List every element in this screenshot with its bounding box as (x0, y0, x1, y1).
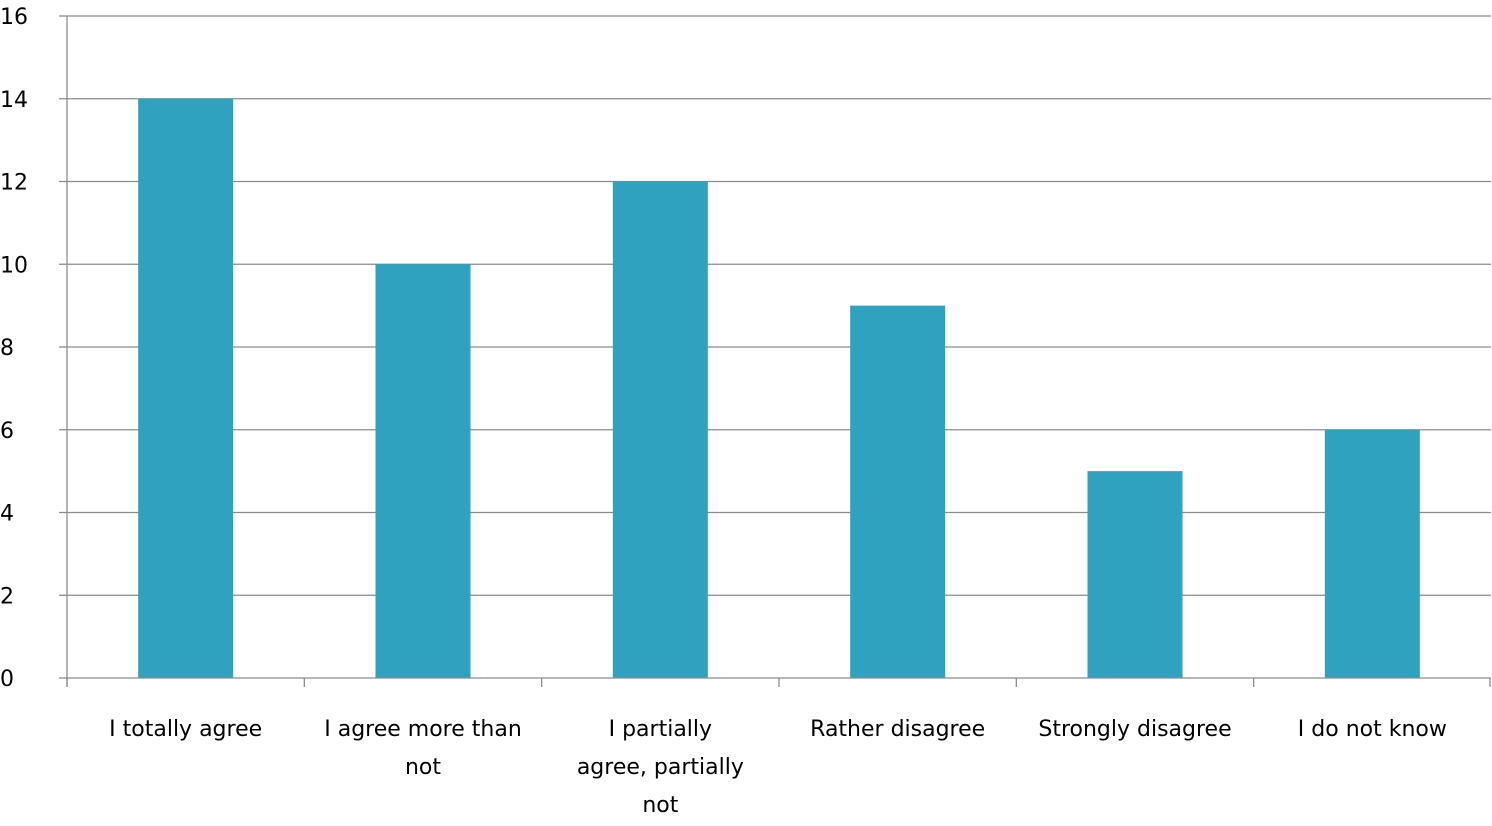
x-category-label: I partially agree, partially not (577, 717, 744, 818)
x-category-label: Rather disagree (810, 717, 985, 742)
y-tick-labels: 0 2 4 6 8 10 12 14 16 (0, 5, 28, 692)
x-category-label: I agree more than not (324, 717, 522, 780)
y-tick-label: 0 (0, 667, 14, 692)
axes (59, 15, 1491, 687)
y-tick-label: 8 (0, 336, 14, 361)
bars (138, 98, 1420, 678)
bar (850, 305, 946, 678)
bar (375, 264, 471, 678)
y-tick-label: 14 (0, 88, 28, 113)
y-tick-label: 10 (0, 253, 28, 278)
bar (1324, 429, 1420, 678)
gridlines (67, 15, 1491, 596)
y-tick-label: 4 (0, 502, 14, 527)
x-category-label: Strongly disagree (1038, 717, 1231, 742)
y-tick-label: 2 (0, 584, 14, 609)
bar (1087, 471, 1183, 678)
x-category-label: I totally agree (109, 717, 262, 742)
x-category-label: I do not know (1298, 717, 1447, 742)
y-tick-label: 12 (0, 171, 28, 196)
x-category-labels: I totally agree I agree more than not I par… (109, 717, 1447, 818)
y-tick-label: 16 (0, 5, 28, 30)
bar (138, 98, 234, 678)
y-tick-label: 6 (0, 419, 14, 444)
bar (612, 181, 708, 678)
